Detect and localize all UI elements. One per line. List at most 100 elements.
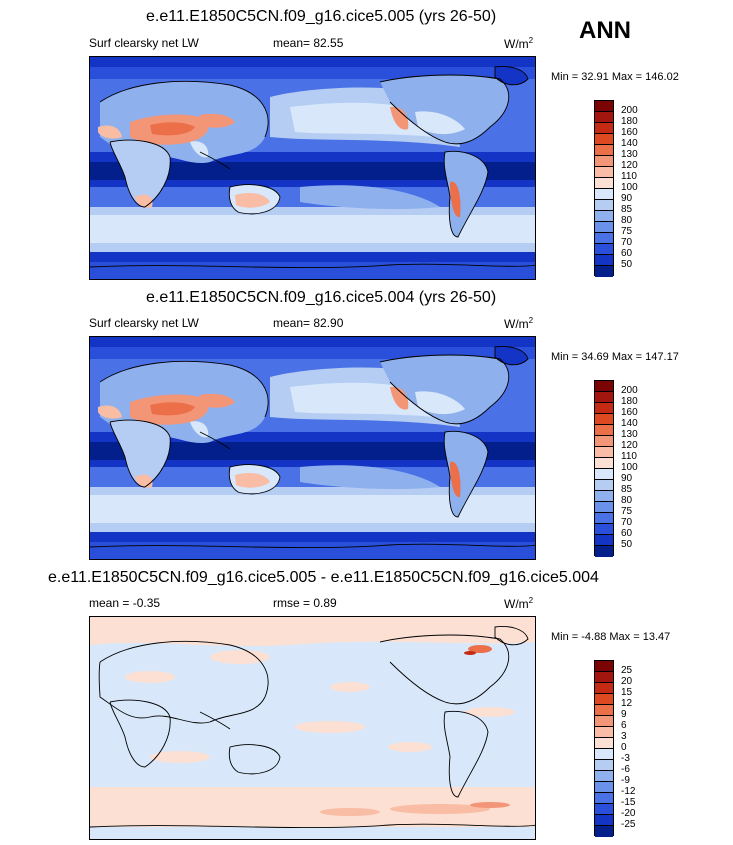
colorbar-swatch	[595, 436, 613, 447]
colorbar-swatch	[595, 233, 613, 244]
colorbar-swatch	[595, 167, 613, 178]
colorbar-swatch	[595, 222, 613, 233]
colorbar-swatch	[595, 491, 613, 502]
colorbar-swatch	[595, 200, 613, 211]
colorbar-tick-label: 60	[621, 528, 633, 539]
colorbar-tick-label: 140	[621, 418, 638, 429]
colorbar-swatch	[595, 123, 613, 134]
panel1-mean: mean= 82.55	[273, 36, 344, 50]
colorbar-tick-label: -15	[621, 797, 636, 808]
panel2-map	[89, 336, 536, 560]
colorbar-swatch	[595, 392, 613, 403]
panel3-minmax: Min = -4.88 Max = 13.47	[551, 631, 671, 643]
colorbar-swatch	[595, 694, 613, 705]
colorbar-swatch	[595, 244, 613, 255]
colorbar-tick-label: 85	[621, 204, 633, 215]
colorbar-tick-label: 85	[621, 484, 633, 495]
colorbar-swatch	[595, 782, 613, 793]
colorbar-tick-label: 50	[621, 539, 633, 550]
colorbar-swatch	[595, 112, 613, 123]
colorbar-tick-label: 20	[621, 676, 633, 687]
colorbar-swatch	[595, 716, 613, 727]
colorbar-tick-label: -12	[621, 786, 636, 797]
colorbar-tick-label: -20	[621, 808, 636, 819]
panel1-colorbar	[594, 100, 614, 277]
panel3-units: W/m2	[504, 596, 534, 611]
colorbar-swatch	[595, 211, 613, 222]
colorbar-tick-label: 160	[621, 407, 638, 418]
panel2-minmax: Min = 34.69 Max = 147.17	[551, 351, 679, 363]
colorbar-tick-label: 15	[621, 687, 633, 698]
colorbar-tick-label: 200	[621, 105, 638, 116]
colorbar-swatch	[595, 771, 613, 782]
colorbar-tick-label: 110	[621, 171, 637, 182]
colorbar-swatch	[595, 480, 613, 491]
colorbar-swatch	[595, 793, 613, 804]
colorbar-tick-label: 3	[621, 731, 627, 742]
colorbar-tick-label: 110	[621, 451, 637, 462]
colorbar-swatch	[595, 189, 613, 200]
colorbar-tick-label: 12	[621, 698, 633, 709]
colorbar-swatch	[595, 414, 613, 425]
panel1-map-svg	[90, 57, 535, 279]
colorbar-tick-label: 6	[621, 720, 627, 731]
colorbar-swatch	[595, 381, 613, 392]
panel3-map	[89, 616, 536, 840]
colorbar-swatch	[595, 266, 613, 277]
panel2-title: e.e11.E1850C5CN.f09_g16.cice5.004 (yrs 2…	[146, 289, 497, 306]
colorbar-tick-label: 70	[621, 517, 633, 528]
colorbar-tick-label: 100	[621, 462, 638, 473]
panel1-units: W/m2	[504, 36, 534, 51]
colorbar-swatch	[595, 156, 613, 167]
colorbar-tick-label: 80	[621, 495, 633, 506]
panel2-variable: Surf clearsky net LW	[89, 316, 199, 330]
colorbar-swatch	[595, 403, 613, 414]
colorbar-swatch	[595, 458, 613, 469]
colorbar-tick-label: 75	[621, 226, 633, 237]
colorbar-tick-label: 100	[621, 182, 638, 193]
colorbar-tick-label: 90	[621, 193, 633, 204]
colorbar-swatch	[595, 502, 613, 513]
colorbar-tick-label: 25	[621, 665, 633, 676]
panel2-map-svg	[90, 337, 535, 559]
season-label: ANN	[579, 17, 631, 44]
panel3-rmse: rmse = 0.89	[273, 596, 337, 610]
panel3-map-svg	[90, 617, 535, 839]
colorbar-swatch	[595, 469, 613, 480]
colorbar-swatch	[595, 727, 613, 738]
colorbar-tick-label: 130	[621, 149, 638, 160]
colorbar-swatch	[595, 546, 613, 557]
colorbar-swatch	[595, 749, 613, 760]
colorbar-tick-label: -6	[621, 764, 630, 775]
panel1-map	[89, 56, 536, 280]
colorbar-tick-label: 160	[621, 127, 638, 138]
panel3-title: e.e11.E1850C5CN.f09_g16.cice5.005 - e.e1…	[48, 569, 599, 586]
colorbar-tick-label: 50	[621, 259, 633, 270]
colorbar-tick-label: 80	[621, 215, 633, 226]
colorbar-swatch	[595, 255, 613, 266]
colorbar-tick-label: 120	[621, 440, 638, 451]
colorbar-swatch	[595, 535, 613, 546]
colorbar-tick-label: 180	[621, 396, 638, 407]
colorbar-swatch	[595, 826, 613, 837]
colorbar-swatch	[595, 804, 613, 815]
colorbar-tick-label: 60	[621, 248, 633, 259]
colorbar-swatch	[595, 425, 613, 436]
colorbar-swatch	[595, 738, 613, 749]
colorbar-tick-label: -3	[621, 753, 630, 764]
colorbar-tick-label: 120	[621, 160, 638, 171]
colorbar-tick-label: 9	[621, 709, 627, 720]
panel1-minmax: Min = 32.91 Max = 146.02	[551, 71, 679, 83]
colorbar-tick-label: 70	[621, 237, 633, 248]
colorbar-swatch	[595, 513, 613, 524]
colorbar-swatch	[595, 101, 613, 112]
colorbar-swatch	[595, 683, 613, 694]
colorbar-swatch	[595, 447, 613, 458]
colorbar-tick-label: 140	[621, 138, 638, 149]
colorbar-tick-label: 0	[621, 742, 627, 753]
panel1-title: e.e11.E1850C5CN.f09_g16.cice5.005 (yrs 2…	[146, 8, 497, 25]
colorbar-tick-label: 90	[621, 473, 633, 484]
colorbar-swatch	[595, 672, 613, 683]
colorbar-tick-label: -25	[621, 819, 636, 830]
panel3-colorbar	[594, 660, 614, 837]
